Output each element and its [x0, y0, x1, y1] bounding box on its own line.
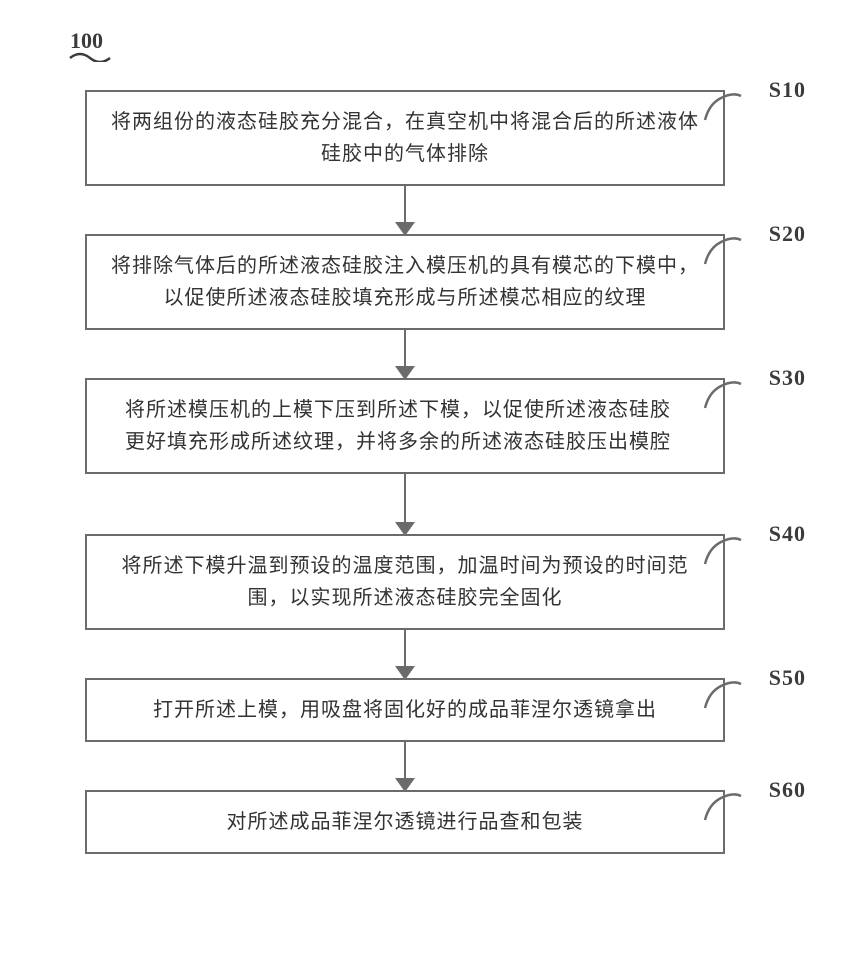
flow-step-text: 对所述成品菲涅尔透镜进行品查和包装	[227, 811, 584, 833]
flow-step-text: 将所述模压机的上模下压到所述下模，以促使所述液态硅胶更好填充形成所述纹理，并将多…	[125, 399, 671, 453]
flow-step-text: 将排除气体后的所述液态硅胶注入模压机的具有模芯的下模中，以促使所述液态硅胶填充形…	[111, 255, 699, 309]
figure-id-label: 100	[70, 28, 103, 54]
callout-curve-icon	[703, 678, 743, 712]
flow-step-text: 打开所述上模，用吸盘将固化好的成品菲涅尔透镜拿出	[153, 699, 657, 721]
callout-curve-icon	[703, 234, 743, 268]
step-label: S60	[769, 772, 806, 807]
step-label: S40	[769, 516, 806, 551]
flow-step-s40: 将所述下模升温到预设的温度范围，加温时间为预设的时间范围，以实现所述液态硅胶完全…	[85, 534, 725, 630]
flow-arrow	[404, 186, 406, 234]
step-label: S10	[769, 72, 806, 107]
step-label: S20	[769, 216, 806, 251]
flow-step-s30: 将所述模压机的上模下压到所述下模，以促使所述液态硅胶更好填充形成所述纹理，并将多…	[85, 378, 725, 474]
flow-arrow	[404, 330, 406, 378]
step-callout-s50: S50	[731, 660, 811, 710]
callout-curve-icon	[703, 790, 743, 824]
flow-step-text: 将两组份的液态硅胶充分混合，在真空机中将混合后的所述液体硅胶中的气体排除	[111, 111, 699, 165]
flow-step-s10: 将两组份的液态硅胶充分混合，在真空机中将混合后的所述液体硅胶中的气体排除 S10	[85, 90, 725, 186]
callout-curve-icon	[703, 90, 743, 124]
callout-curve-icon	[703, 378, 743, 412]
figure-id-underline-icon	[68, 52, 114, 62]
step-callout-s60: S60	[731, 772, 811, 822]
flowchart-container: 将两组份的液态硅胶充分混合，在真空机中将混合后的所述液体硅胶中的气体排除 S10…	[55, 90, 755, 854]
flow-step-s20: 将排除气体后的所述液态硅胶注入模压机的具有模芯的下模中，以促使所述液态硅胶填充形…	[85, 234, 725, 330]
flow-arrow	[404, 474, 406, 534]
step-callout-s40: S40	[731, 516, 811, 566]
step-callout-s10: S10	[731, 72, 811, 122]
flow-step-s60: 对所述成品菲涅尔透镜进行品查和包装 S60	[85, 790, 725, 854]
step-callout-s20: S20	[731, 216, 811, 266]
step-callout-s30: S30	[731, 360, 811, 410]
flow-arrow	[404, 742, 406, 790]
step-label: S50	[769, 660, 806, 695]
flow-step-text: 将所述下模升温到预设的温度范围，加温时间为预设的时间范围，以实现所述液态硅胶完全…	[122, 555, 689, 609]
flow-step-s50: 打开所述上模，用吸盘将固化好的成品菲涅尔透镜拿出 S50	[85, 678, 725, 742]
flow-arrow	[404, 630, 406, 678]
step-label: S30	[769, 360, 806, 395]
callout-curve-icon	[703, 534, 743, 568]
